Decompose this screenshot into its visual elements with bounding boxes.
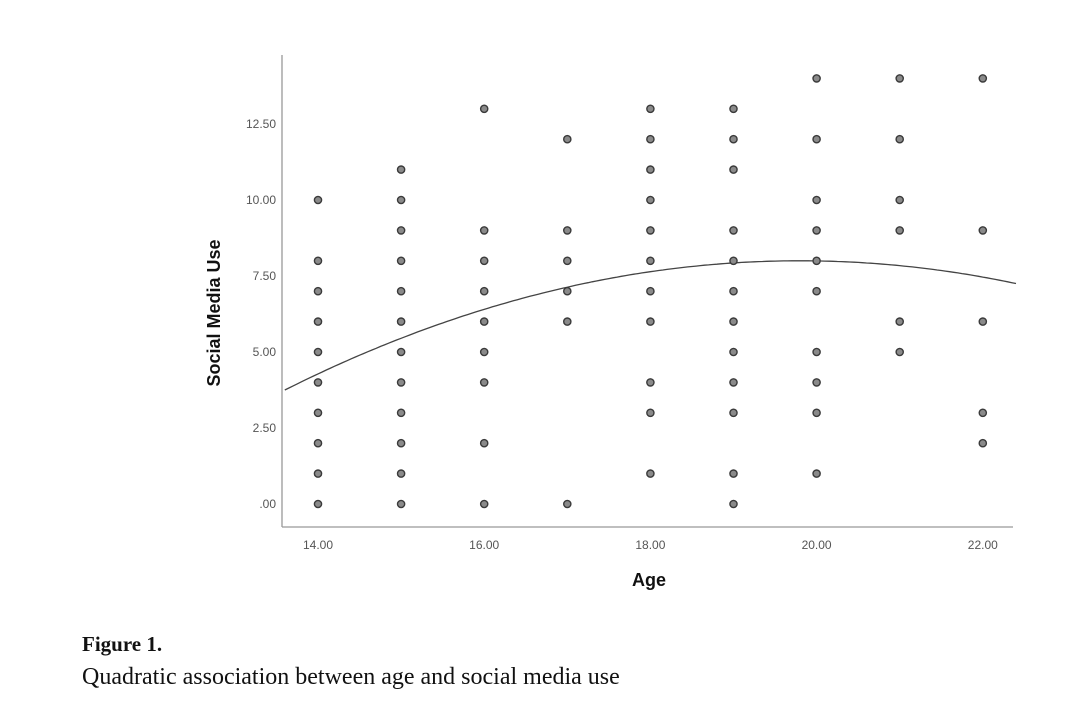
data-point: [729, 165, 738, 174]
data-point: [729, 134, 738, 144]
y-tick-label: 5.00: [253, 345, 277, 359]
data-point: [396, 286, 406, 296]
figure-caption: Quadratic association between age and so…: [82, 664, 620, 690]
data-point: [646, 165, 655, 174]
data-point: [978, 226, 988, 235]
data-point: [479, 347, 489, 357]
data-point: [978, 438, 988, 448]
data-point: [396, 195, 406, 205]
data-point: [812, 286, 821, 296]
data-point: [479, 226, 489, 235]
data-point: [563, 226, 572, 235]
quadratic-fit-line: [284, 260, 1017, 391]
data-point: [313, 347, 323, 357]
x-tick-label: 16.00: [469, 538, 499, 552]
data-point: [812, 134, 821, 144]
data-point: [396, 469, 406, 478]
data-point: [729, 104, 738, 114]
data-point: [479, 378, 489, 387]
data-point: [396, 378, 406, 387]
data-point: [646, 104, 655, 114]
y-tick-label: 10.00: [246, 193, 276, 207]
data-point: [812, 469, 821, 478]
data-point: [729, 499, 738, 509]
data-point: [812, 378, 821, 387]
data-point: [729, 408, 738, 418]
y-tick-label: 12.50: [246, 117, 276, 131]
data-point: [895, 195, 905, 205]
data-point: [812, 347, 821, 357]
x-tick-label: 20.00: [802, 538, 832, 552]
data-point: [396, 165, 406, 174]
data-point: [479, 499, 489, 509]
data-point: [895, 317, 905, 326]
data-point: [396, 408, 406, 418]
data-point: [978, 408, 988, 418]
data-point: [812, 226, 821, 235]
y-tick-label: .00: [259, 497, 276, 511]
data-point: [563, 286, 572, 296]
data-point: [479, 256, 489, 266]
data-point: [563, 134, 572, 144]
data-point: [396, 317, 406, 326]
data-point: [729, 378, 738, 387]
x-tick-label: 18.00: [635, 538, 665, 552]
data-point: [396, 438, 406, 448]
data-point: [479, 438, 489, 448]
data-point: [313, 317, 323, 326]
data-point: [646, 317, 655, 326]
figure-label: Figure 1.: [82, 632, 163, 656]
data-point: [479, 104, 489, 114]
data-point: [396, 226, 406, 235]
data-point: [646, 256, 655, 266]
data-point: [729, 317, 738, 326]
data-point: [812, 408, 821, 418]
data-point: [646, 286, 655, 296]
data-point: [396, 499, 406, 509]
data-point: [313, 469, 323, 478]
x-tick-label: 22.00: [968, 538, 998, 552]
data-point: [729, 256, 738, 266]
scatter-chart: 14.00 16.00 18.00 20.00 22.00 .00 2.50 5.00 7.5…: [204, 55, 1017, 590]
data-point: [646, 469, 655, 478]
data-point: [895, 134, 905, 144]
y-tick-label: 2.50: [253, 421, 277, 435]
data-point: [812, 256, 821, 266]
data-point: [646, 378, 655, 387]
data-point: [479, 317, 489, 326]
data-point: [895, 74, 905, 83]
data-point: [729, 286, 738, 296]
data-point: [812, 74, 821, 83]
data-point: [646, 195, 655, 205]
data-point: [313, 499, 323, 509]
data-point: [313, 286, 323, 296]
data-point: [895, 347, 905, 357]
data-point: [729, 226, 738, 235]
x-axis-label: Age: [632, 570, 666, 590]
data-point: [646, 226, 655, 235]
data-point: [563, 317, 572, 326]
data-point: [978, 317, 988, 326]
x-tick-label: 14.00: [303, 538, 333, 552]
data-point: [646, 408, 655, 418]
data-point: [313, 256, 323, 266]
data-point: [729, 469, 738, 478]
data-point: [313, 438, 323, 448]
data-point: [978, 74, 988, 83]
data-point: [396, 347, 406, 357]
y-axis-label: Social Media Use: [204, 239, 224, 386]
data-point: [396, 256, 406, 266]
data-point: [479, 286, 489, 296]
data-point: [313, 195, 323, 205]
data-point: [563, 499, 572, 509]
data-point: [895, 226, 905, 235]
data-point: [812, 195, 821, 205]
data-point: [563, 256, 572, 266]
data-point: [313, 408, 323, 418]
data-point: [729, 347, 738, 357]
data-point: [646, 134, 655, 144]
data-point: [313, 378, 323, 387]
y-tick-label: 7.50: [253, 269, 277, 283]
